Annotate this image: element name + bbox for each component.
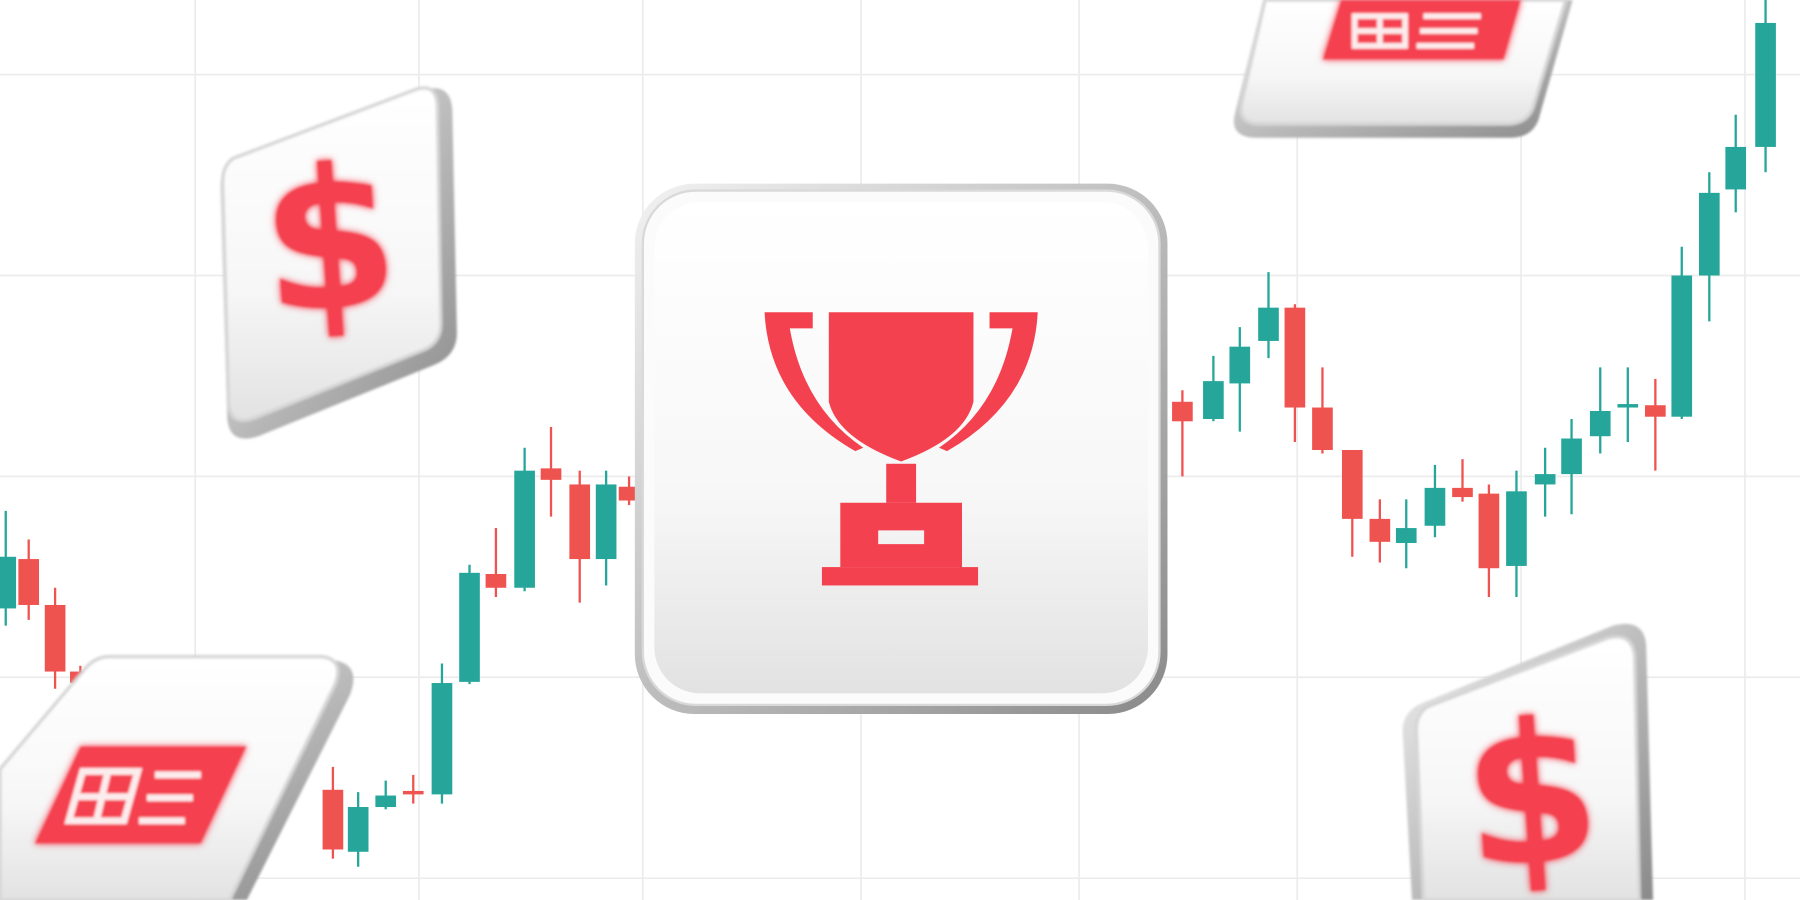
calendar-card [0,654,354,900]
candle-body [1452,487,1473,498]
candle-body [1172,401,1193,422]
candle-body [1506,491,1527,566]
candle-body [375,795,397,808]
candle-body [0,556,17,609]
candle-body [1369,518,1391,542]
candle-body [431,683,453,795]
candle-body [1561,438,1582,475]
dollar-icon: $ [254,124,405,360]
dollar-icon: $ [254,124,405,360]
candle-body [1725,146,1747,190]
candle-body [402,790,424,795]
candle-body [1284,307,1306,408]
candle-body [514,470,535,588]
candle-body [1341,450,1363,519]
candle-body [618,486,640,501]
candle-body [569,484,591,560]
candlestick-decoration [0,0,1776,867]
candle-body [1478,493,1500,569]
candle-body [1671,275,1693,417]
candle-body [322,789,344,850]
trophy-icon [764,312,1038,586]
candle-body [540,468,562,480]
dollar-card: $ $ [1402,623,1654,900]
candle-body [1312,407,1333,450]
dollar-icon: $ [1456,678,1607,900]
candle-body [459,572,480,682]
candle-body [347,807,369,852]
dollar-icon: $ [1456,678,1607,900]
candle-body [485,573,507,588]
candle-body [1424,487,1446,526]
calendar-card [1233,0,1573,138]
candle-body [1395,528,1417,543]
candle-body [18,559,40,605]
candle-body [1229,346,1251,384]
candle-body [1589,410,1611,437]
dollar-card: $ $ [220,86,457,439]
candle-body [1698,192,1720,276]
candle-body [1534,474,1556,485]
candle-body [1755,22,1776,147]
candle-body [595,484,617,560]
candle-body [1258,307,1279,341]
candle-body [44,604,66,672]
candle-body [1617,404,1639,408]
trophy-card [634,183,1168,715]
candle-body [1645,405,1666,417]
candle-body [1203,381,1224,420]
